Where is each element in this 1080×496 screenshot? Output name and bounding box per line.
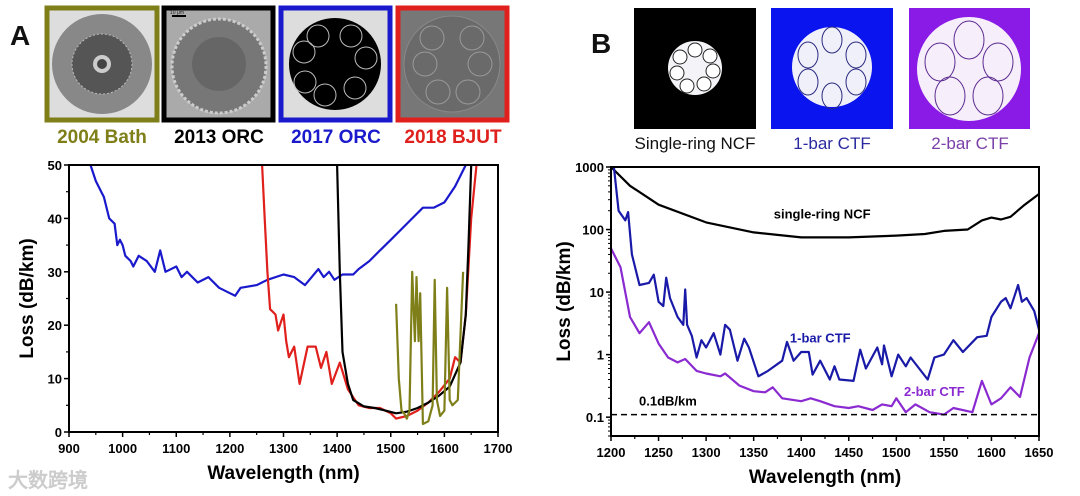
fiber-label-single-ring-ncf: Single-ring NCF (634, 134, 756, 153)
series-annotation: single-ring NCF (774, 207, 871, 222)
x-tick-label: 1550 (929, 445, 958, 460)
y-tick-label: 20 (48, 318, 62, 333)
y-tick-label: 0 (55, 425, 62, 440)
fiber-image-single-ring-ncf (634, 8, 756, 129)
series-line-2-bar-ctf (610, 247, 1041, 416)
fiber-image-2018-bjut (395, 5, 510, 123)
x-tick-label: 1350 (739, 445, 768, 460)
series-line-2018-bjut (261, 164, 478, 420)
chart-b: 0.1dB/km 1200 1250 1300 1350 1400 1450 1500 1550… (554, 160, 1054, 488)
panel-b-letter: B (591, 28, 612, 59)
scale-bar-label: 10 μm (170, 10, 184, 16)
fiber-image-2004-bath (44, 5, 160, 123)
y-tick-label: 30 (48, 265, 62, 280)
x-tick-label: 1700 (484, 441, 513, 456)
fiber-image-1-bar-ctf (771, 8, 893, 129)
x-tick-label: 1600 (977, 445, 1006, 460)
y-tick-label: 1 (597, 348, 604, 363)
y-tick-label: 1000 (575, 160, 604, 175)
x-axis-label: Wavelength (nm) (207, 463, 359, 484)
x-tick-label: 1400 (323, 441, 352, 456)
fiber-label-2004-bath: 2004 Bath (57, 127, 147, 148)
series-line-2017-orc (89, 164, 467, 297)
y-tick-label: 40 (48, 211, 62, 226)
x-tick-label: 900 (58, 441, 80, 456)
fiber-label-1-bar-ctf: 1-bar CTF (793, 134, 871, 153)
series-annotation: 1-bar CTF (790, 331, 851, 346)
y-tick-label: 10 (590, 285, 604, 300)
x-tick-label: 1200 (215, 441, 244, 456)
y-tick-label: 10 (48, 372, 62, 387)
series-line-single-ring-ncf (610, 166, 1040, 239)
x-tick-label: 1000 (108, 441, 137, 456)
x-tick-label: 1650 (1025, 445, 1054, 460)
series-annotation: 2-bar CTF (904, 384, 965, 399)
x-tick-label: 1300 (269, 441, 298, 456)
y-tick-label: 100 (582, 223, 604, 238)
panel-a-fiber-images: 10 μm (44, 5, 510, 123)
fiber-label-2018-bjut: 2018 BJUT (404, 127, 502, 148)
x-tick-label: 1450 (834, 445, 863, 460)
x-tick-label: 1200 (597, 445, 626, 460)
watermark: 大数跨境 (8, 470, 88, 492)
series-line-2004-bath (395, 270, 465, 426)
x-tick-label: 1300 (692, 445, 721, 460)
x-tick-label: 1400 (787, 445, 816, 460)
fiber-label-2013-orc: 2013 ORC (174, 127, 264, 148)
reference-line-label: 0.1dB/km (639, 394, 697, 409)
y-tick-label: 50 (48, 158, 62, 173)
fiber-label-2-bar-ctf: 2-bar CTF (931, 134, 1009, 153)
panel-a-letter: A (10, 20, 31, 51)
series-line-1-bar-ctf (612, 166, 1041, 382)
x-tick-label: 1100 (162, 441, 190, 456)
fiber-label-2017-orc: 2017 ORC (291, 127, 381, 148)
fiber-image-2-bar-ctf (909, 8, 1030, 129)
series-line-2013-orc (336, 164, 473, 415)
x-axis-label: Wavelength (nm) (749, 467, 901, 488)
panel-b-fiber-images (634, 8, 1030, 129)
x-tick-label: 1600 (430, 441, 459, 456)
y-tick-label: 0.1 (586, 410, 604, 425)
x-tick-label: 1250 (644, 445, 673, 460)
fiber-image-2013-orc: 10 μm (161, 5, 276, 123)
y-axis-label: Loss (dB/km) (17, 238, 38, 358)
x-tick-label: 1500 (376, 441, 405, 456)
y-axis-label: Loss (dB/km) (554, 241, 575, 361)
fiber-image-2017-orc (278, 5, 393, 123)
chart-a: 900 1000 1100 1200 1300 1400 1500 1600 1700 0 10 20… (17, 158, 513, 484)
x-tick-label: 1500 (882, 445, 911, 460)
